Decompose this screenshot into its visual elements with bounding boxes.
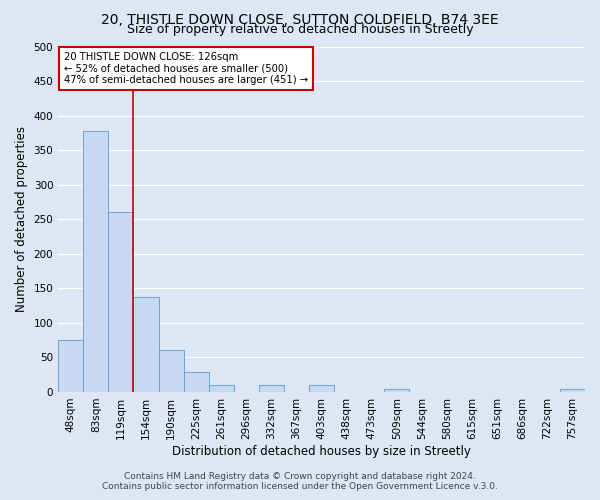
Bar bbox=[58, 340, 83, 392]
Bar bbox=[109, 212, 133, 392]
Bar bbox=[309, 385, 334, 392]
Bar bbox=[184, 372, 209, 392]
Bar bbox=[158, 350, 184, 392]
Text: 20 THISTLE DOWN CLOSE: 126sqm
← 52% of detached houses are smaller (500)
47% of : 20 THISTLE DOWN CLOSE: 126sqm ← 52% of d… bbox=[64, 52, 308, 86]
Text: 20, THISTLE DOWN CLOSE, SUTTON COLDFIELD, B74 3EE: 20, THISTLE DOWN CLOSE, SUTTON COLDFIELD… bbox=[101, 12, 499, 26]
Bar bbox=[133, 298, 158, 392]
X-axis label: Distribution of detached houses by size in Streetly: Distribution of detached houses by size … bbox=[172, 444, 471, 458]
Bar bbox=[259, 385, 284, 392]
Bar bbox=[83, 131, 109, 392]
Text: Size of property relative to detached houses in Streetly: Size of property relative to detached ho… bbox=[127, 24, 473, 36]
Text: Contains HM Land Registry data © Crown copyright and database right 2024.
Contai: Contains HM Land Registry data © Crown c… bbox=[102, 472, 498, 491]
Y-axis label: Number of detached properties: Number of detached properties bbox=[15, 126, 28, 312]
Bar bbox=[385, 388, 409, 392]
Bar bbox=[209, 385, 234, 392]
Bar bbox=[560, 388, 585, 392]
